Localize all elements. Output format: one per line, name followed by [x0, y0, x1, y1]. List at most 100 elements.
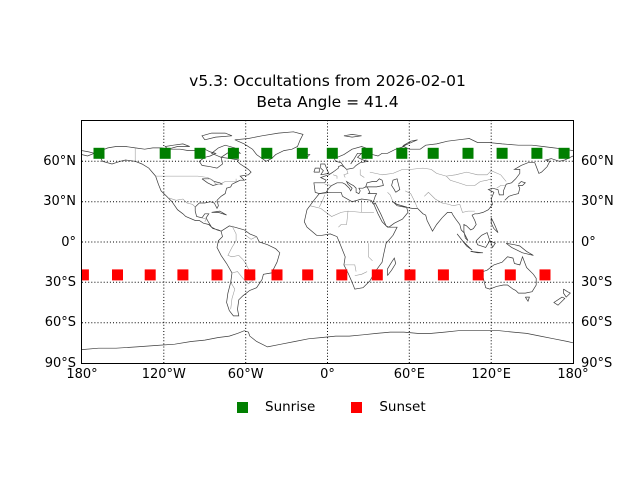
sunrise-marker [194, 147, 206, 159]
country-borders [134, 147, 507, 310]
coastlines-path [475, 232, 491, 248]
country-borders-path [496, 185, 505, 189]
coastlines-path [164, 143, 190, 150]
country-borders-path [368, 243, 373, 261]
y-tick-label-right: 0° [581, 234, 596, 250]
country-borders-path [338, 211, 349, 228]
y-tick-label-right: 90°S [581, 355, 613, 371]
sunset-marker [112, 269, 123, 281]
sunset-marker [244, 269, 256, 281]
coastlines-path [313, 167, 320, 173]
sunset-marker [437, 269, 449, 281]
coastlines-path [234, 131, 304, 162]
country-borders-path [245, 235, 257, 240]
sunset-marker [539, 269, 551, 281]
country-borders-path [201, 217, 207, 222]
country-borders-path [324, 183, 332, 186]
sunrise-marker [427, 147, 439, 159]
country-borders-path [343, 264, 357, 272]
coastlines-path [391, 178, 401, 193]
coastlines-path [387, 257, 397, 276]
coastlines-path [82, 150, 96, 157]
coastlines-path [490, 217, 499, 233]
y-tick-label-right: 60°N [581, 153, 614, 169]
coastlines-path [525, 296, 530, 302]
y-tick-label-left: 60°S [44, 315, 76, 331]
sunset-marker [271, 269, 283, 281]
coastlines-path [553, 296, 566, 306]
sunrise-marker [558, 147, 570, 159]
sunset-marker [404, 269, 416, 281]
sunset-marker [504, 269, 516, 281]
coastlines-path [343, 134, 362, 138]
y-tick-label-left: 90°S [44, 355, 76, 371]
legend: Sunrise Sunset [237, 399, 426, 415]
x-tick-label: 120°E [471, 367, 511, 382]
coastlines-path [365, 178, 384, 188]
coastlines [82, 131, 573, 350]
world-map-svg [82, 121, 573, 363]
coastlines-path [303, 191, 398, 290]
coastlines-path [489, 240, 496, 249]
sunrise-marker [326, 147, 338, 159]
coastlines-path [402, 139, 418, 147]
sunrise-legend-label: Sunrise [265, 399, 316, 415]
sunset-marker [177, 269, 189, 281]
sunrise-marker [531, 147, 543, 159]
country-borders-path [227, 225, 256, 285]
x-tick-label: 180° [66, 367, 98, 382]
sunrise-marker [159, 147, 171, 159]
coastlines-path [482, 255, 537, 294]
country-borders-path [354, 271, 368, 276]
x-tick-label: 180° [557, 367, 589, 382]
coastlines-path [216, 225, 281, 317]
country-borders-path [155, 175, 237, 185]
sunrise-marker [462, 147, 474, 159]
y-tick-label-right: 30°S [581, 274, 613, 290]
country-borders-path [167, 197, 196, 208]
x-tick-label: 60°E [393, 367, 425, 382]
sunrise-marker [93, 147, 105, 159]
sunset-marker [472, 269, 484, 281]
sunrise-marker [261, 147, 273, 159]
country-borders-path [387, 192, 394, 202]
coastlines-path [98, 146, 252, 232]
map-plot [81, 120, 574, 364]
sunrise-marker [296, 147, 308, 159]
y-tick-label-right: 60°S [581, 315, 613, 331]
sunrise-marker [361, 147, 373, 159]
country-borders-path [319, 194, 326, 208]
country-borders-path [405, 190, 418, 209]
coastlines-path [343, 152, 369, 170]
sunset-marker [211, 269, 223, 281]
country-borders-path [359, 169, 365, 178]
country-borders-path [309, 205, 362, 217]
country-borders-path [369, 167, 507, 182]
sunset-marker [82, 269, 89, 281]
x-tick-label: 120°W [141, 367, 186, 382]
sunset-legend-label: Sunset [379, 399, 426, 415]
y-tick-label-right: 30°N [581, 194, 614, 210]
country-borders-path [343, 169, 349, 178]
coastlines-path [563, 288, 571, 298]
chart-title-line2: Beta Angle = 41.4 [256, 93, 399, 111]
country-borders-path [459, 204, 475, 213]
y-tick-label-left: 30°S [44, 274, 76, 290]
chart-title-line1: v5.3: Occultations from 2026-02-01 [189, 72, 466, 90]
coastlines-path [505, 242, 534, 256]
coastlines-path [82, 330, 573, 350]
sunset-marker [302, 269, 314, 281]
sunrise-marker [227, 147, 239, 159]
country-borders-path [424, 191, 460, 206]
sunset-marker [371, 269, 383, 281]
coastlines-path [504, 181, 526, 201]
country-borders-path [446, 175, 492, 186]
y-tick-label-left: 0° [61, 234, 76, 250]
chart-title: v5.3: Occultations from 2026-02-01 Beta … [82, 71, 573, 113]
coastlines-path [320, 163, 330, 176]
country-borders-path [332, 174, 338, 179]
sunset-legend-swatch [351, 401, 363, 413]
country-borders-path [230, 282, 236, 310]
y-tick-label-left: 60°N [43, 153, 76, 169]
